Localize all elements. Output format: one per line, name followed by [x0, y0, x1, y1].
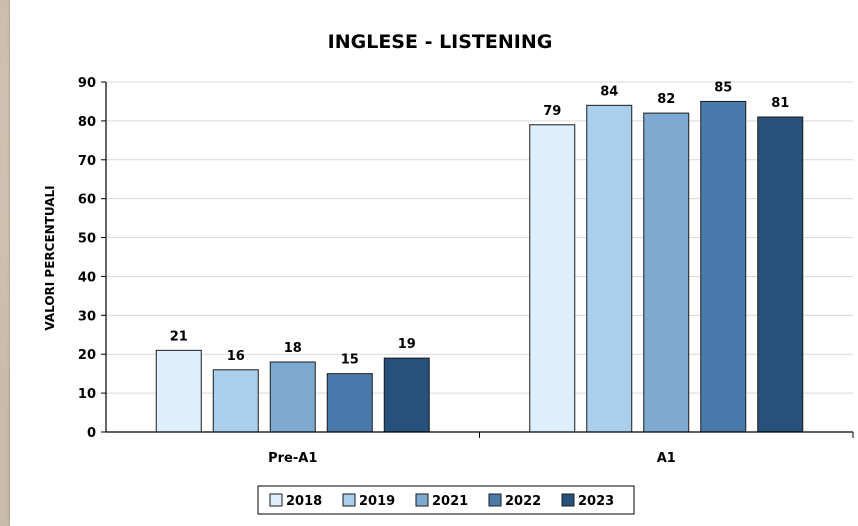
y-tick-label: 0 — [87, 426, 96, 441]
y-tick-label: 40 — [78, 270, 96, 285]
legend: 2018 2019 2021 2022 2023 — [257, 485, 635, 515]
legend-label-2019: 2019 — [359, 494, 395, 509]
y-tick-label: 60 — [78, 193, 96, 208]
legend-swatch-2022 — [488, 493, 502, 507]
y-axis-label: VALORI PERCENTUALI — [43, 185, 57, 330]
bar-2022-A1 — [700, 100, 747, 433]
chart-title: INGLESE - LISTENING — [328, 31, 553, 53]
legend-label-2023: 2023 — [578, 494, 614, 509]
bars: 21 16 18 15 19 79 84 82 85 81 — [155, 80, 804, 433]
y-tick-label: 70 — [78, 154, 96, 169]
category-label: A1 — [657, 451, 676, 466]
bar-2021-A1 — [643, 112, 690, 433]
data-label: 15 — [341, 353, 359, 368]
bar-2023-Pre-A1 — [383, 357, 430, 433]
data-label: 16 — [227, 349, 245, 364]
bar-2019-A1 — [586, 104, 633, 433]
data-label: 84 — [600, 84, 618, 99]
y-tick-label: 50 — [78, 232, 96, 247]
y-tick-label: 20 — [78, 348, 96, 363]
data-label: 79 — [543, 104, 561, 119]
legend-label-2021: 2021 — [432, 494, 468, 509]
data-label: 85 — [714, 80, 732, 95]
data-label: 19 — [398, 337, 416, 352]
y-axis-ticks: 0 10 20 30 40 50 60 70 80 90 — [78, 76, 106, 441]
legend-swatch-2018 — [269, 493, 283, 507]
bar-2018-Pre-A1 — [155, 349, 202, 433]
legend-swatch-2021 — [415, 493, 429, 507]
data-label: 81 — [771, 96, 789, 111]
axes — [105, 82, 854, 438]
bar-2018-A1 — [529, 124, 576, 433]
category-label: Pre-A1 — [268, 451, 317, 466]
category-labels: Pre-A1 A1 — [268, 451, 676, 466]
legend-label-2018: 2018 — [286, 494, 322, 509]
y-tick-label: 90 — [78, 76, 96, 91]
bar-2021-Pre-A1 — [269, 361, 316, 433]
data-label: 18 — [284, 341, 302, 356]
data-label: 21 — [170, 329, 188, 344]
y-tick-label: 10 — [78, 387, 96, 402]
bar-2019-Pre-A1 — [212, 369, 259, 433]
bar-2023-A1 — [757, 116, 804, 433]
legend-swatch-2019 — [342, 493, 356, 507]
bar-2022-Pre-A1 — [326, 373, 373, 433]
legend-swatch-2023 — [561, 493, 575, 507]
y-tick-label: 80 — [78, 115, 96, 130]
y-tick-label: 30 — [78, 309, 96, 324]
legend-label-2022: 2022 — [505, 494, 541, 509]
data-label: 82 — [657, 92, 675, 107]
